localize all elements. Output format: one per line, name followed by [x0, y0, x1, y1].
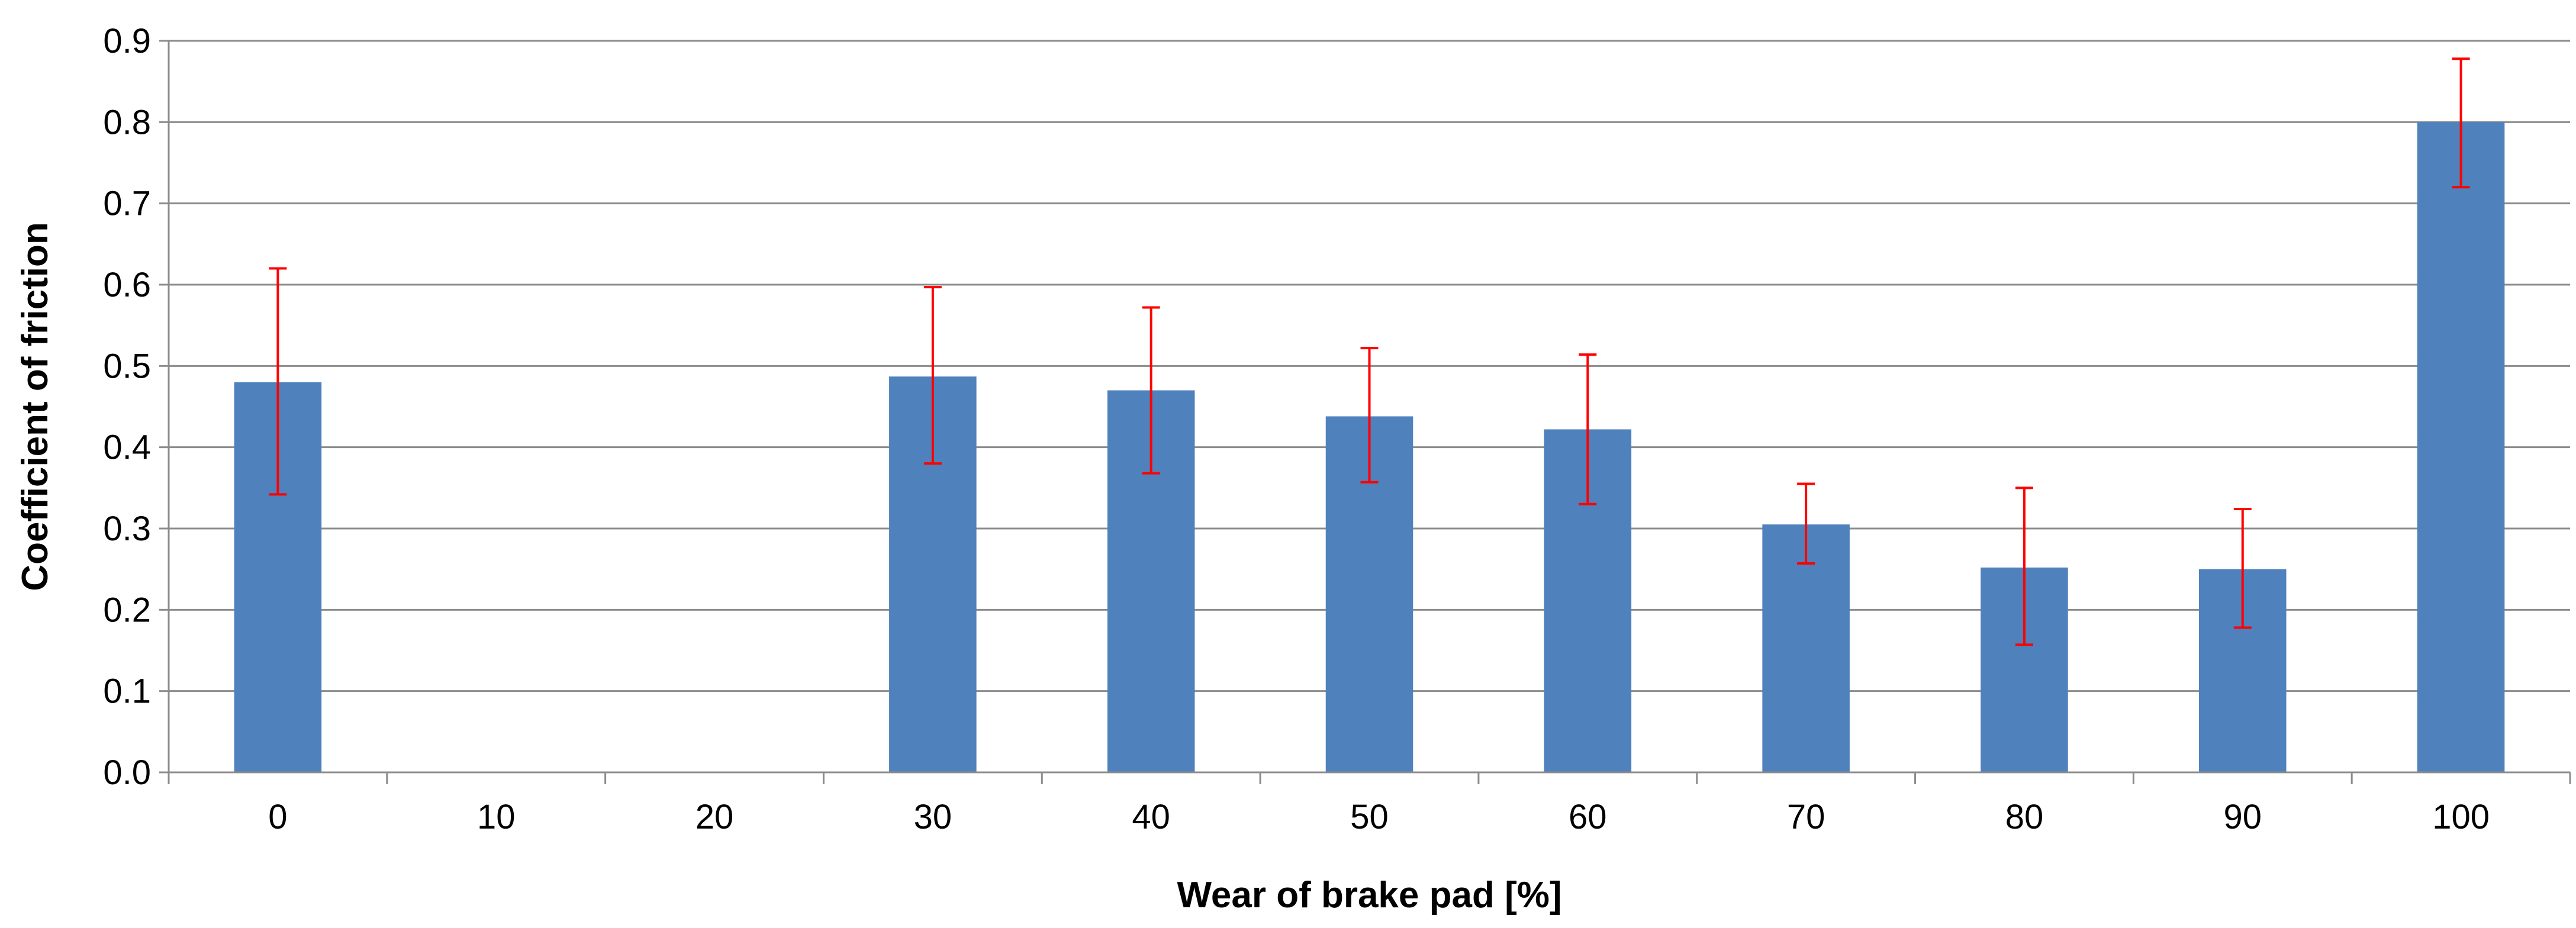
y-tick-label: 0.5	[103, 347, 151, 385]
x-tick-label: 40	[1132, 798, 1170, 836]
y-tick-label: 0.8	[103, 103, 151, 141]
axes	[159, 40, 2571, 784]
x-tick-label: 80	[2005, 798, 2044, 836]
y-axis-title: Coefficient of friction	[15, 222, 56, 591]
y-tick-label: 0.1	[103, 672, 151, 711]
x-tick-label: 0	[268, 798, 287, 836]
y-tick-label: 0.4	[103, 428, 151, 467]
x-tick-label: 60	[1569, 798, 1607, 836]
y-tick-label: 0.9	[103, 22, 151, 60]
y-tick-label: 0.0	[103, 753, 151, 792]
x-tick-label: 50	[1350, 798, 1389, 836]
y-tick-label: 0.7	[103, 185, 151, 223]
x-tick-label: 10	[477, 798, 516, 836]
x-axis-title: Wear of brake pad [%]	[1177, 875, 1561, 916]
bar	[1762, 524, 1850, 772]
y-tick-labels: 0.0 0.1 0.2 0.3 0.4 0.5 0.6 0.7 0.8 0.9	[103, 22, 151, 792]
bar	[2417, 122, 2505, 772]
y-tick-label: 0.2	[103, 591, 151, 629]
x-tick-label: 100	[2432, 798, 2490, 836]
x-tick-labels: 0 10 20 30 40 50 60 70 80 90 100	[268, 798, 2490, 836]
x-tick-label: 90	[2224, 798, 2262, 836]
y-tick-label: 0.6	[103, 266, 151, 304]
error-bars	[269, 57, 2470, 646]
y-tick-label: 0.3	[103, 510, 151, 548]
x-tick-label: 20	[695, 798, 734, 836]
x-tick-label: 30	[914, 798, 952, 836]
x-tick-label: 70	[1787, 798, 1825, 836]
